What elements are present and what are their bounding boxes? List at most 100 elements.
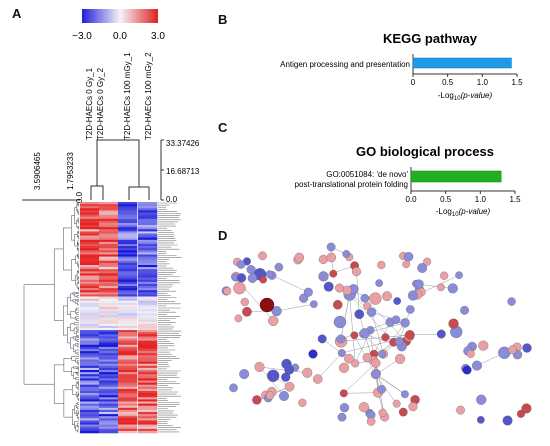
network-node (406, 305, 415, 314)
heatmap-cell (99, 252, 119, 255)
heatmap-cell (118, 420, 138, 423)
row-dendrogram (23, 202, 79, 433)
heatmap-cell (80, 412, 100, 415)
heatmap-cell (118, 210, 138, 213)
network-node (298, 398, 307, 407)
heatmap-cell (118, 212, 138, 215)
heatmap-cell (80, 233, 100, 236)
heatmap-cell (138, 319, 158, 322)
heatmap-cell (138, 414, 158, 417)
heatmap-cell (99, 325, 119, 329)
heatmap-cell (118, 223, 138, 226)
network-edge (364, 298, 407, 342)
heatmap-cell (80, 208, 100, 211)
heatmap-cell (80, 405, 100, 409)
network-node (375, 279, 383, 287)
heatmap-cell (138, 235, 158, 238)
heatmap-cell (118, 252, 138, 255)
network-node (247, 273, 258, 283)
heatmap-cell (118, 351, 138, 354)
heatmap-cell (138, 206, 158, 209)
heatmap-cell (99, 225, 119, 228)
heatmap-cell (118, 338, 138, 341)
heatmap-cell (138, 401, 158, 404)
heatmap-cell (118, 428, 138, 432)
heatmap-cell (80, 395, 100, 398)
network-node (417, 263, 428, 273)
heatmap-cell (118, 260, 138, 264)
heatmap-cell (118, 382, 138, 385)
gene-label-column (158, 202, 182, 433)
heatmap-cell (80, 321, 100, 325)
go-bar (410, 170, 502, 183)
heatmap-cell (99, 233, 119, 236)
heatmap-cell (80, 300, 100, 304)
network-node (242, 306, 252, 317)
network-node (233, 281, 246, 295)
network-node (342, 250, 351, 258)
heatmap-cell (138, 252, 158, 255)
heatmap-cell (80, 401, 100, 404)
network-node (317, 334, 327, 344)
heatmap-cell (118, 202, 138, 205)
network-node (404, 330, 415, 340)
network-node (350, 331, 359, 340)
heatmap-cell (99, 260, 119, 264)
heatmap-cell (99, 370, 119, 373)
heatmap-cell (138, 382, 158, 385)
heatmap-cell (138, 298, 158, 301)
heatmap-cell (80, 288, 100, 291)
heatmap-cell (118, 248, 138, 251)
row-dendro-tick-max: 3.5906465 (33, 152, 42, 190)
heatmap-cell (80, 346, 100, 350)
network-node (358, 402, 369, 413)
heatmap-cell (138, 353, 158, 356)
heatmap-cell (138, 428, 158, 432)
heatmap-cell (118, 286, 138, 289)
heatmap-cell (99, 391, 119, 394)
heatmap-cell (99, 244, 119, 247)
heatmap-cell (80, 279, 100, 283)
heatmap-cell (138, 218, 158, 222)
heatmap-cell (80, 353, 100, 356)
heatmap-cell (80, 403, 100, 406)
heatmap-cell (80, 420, 100, 423)
heatmap-cell (118, 367, 138, 371)
heatmap-cell (118, 407, 138, 411)
heatmap-cell (138, 422, 158, 425)
x-tick-label: 0.5 (440, 195, 452, 204)
heatmap-cell (118, 336, 138, 339)
network-node (408, 402, 418, 412)
network-node (259, 275, 267, 284)
heatmap-cell (118, 241, 138, 245)
heatmap-cell (99, 338, 119, 341)
network-node (303, 287, 313, 297)
heatmap-cell (99, 349, 119, 352)
heatmap-cell (138, 239, 158, 243)
heatmap-cell (138, 292, 158, 295)
heatmap-cell (138, 271, 158, 274)
network-node (271, 306, 282, 317)
heatmap-cell (99, 374, 119, 377)
heatmap-cell (118, 384, 138, 388)
heatmap-cell (118, 294, 138, 297)
heatmap-cell (138, 321, 158, 325)
heatmap-cell (138, 370, 158, 373)
heatmap-cell (118, 370, 138, 373)
heatmap-cell (80, 344, 100, 348)
heatmap-cell (80, 382, 100, 385)
heatmap-cell (99, 424, 119, 427)
heatmap-cell (118, 216, 138, 220)
heatmap-cell (80, 332, 100, 335)
network-node (440, 271, 449, 280)
heatmap-cell (138, 304, 158, 308)
heatmap-cell (138, 248, 158, 251)
heatmap-cell (138, 246, 158, 249)
heatmap-cell (80, 367, 100, 371)
heatmap-cell (118, 288, 138, 291)
network-node (378, 408, 387, 417)
heatmap-panel: −3.0 0.0 3.0 T2D-HAECs 0 Gy_1 T2D-HAECs … (22, 9, 200, 434)
heatmap-cell (99, 273, 119, 276)
network-node (377, 385, 386, 394)
heatmap-cell (118, 317, 138, 320)
